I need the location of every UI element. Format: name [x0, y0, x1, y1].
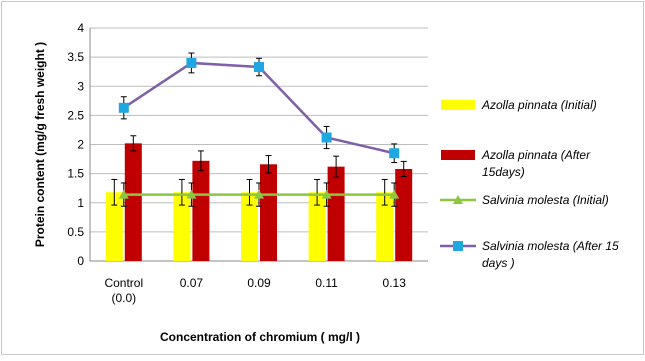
x-tick-label: 0.07 — [180, 276, 204, 290]
bar-azolla-initial — [173, 192, 191, 261]
bar-azolla-after — [260, 164, 277, 261]
bar-azolla-after — [395, 168, 413, 261]
marker-salvinia-initial — [118, 189, 129, 199]
y-tick-label: 1 — [77, 196, 84, 210]
error-bar-azolla-after — [197, 150, 204, 172]
bar-azolla-initial — [308, 192, 326, 261]
y-tick-label: 0 — [77, 254, 84, 268]
chart-border — [1, 1, 644, 355]
legend-label-azolla-initial: Azolla pinnata (Initial) — [481, 98, 597, 112]
x-axis-title: Concentration of chromium ( mg/l ) — [160, 330, 360, 344]
marker-salvinia-initial — [389, 189, 400, 199]
legend-marker-salvinia-initial — [453, 195, 463, 204]
error-bar-azolla-initial — [381, 178, 388, 206]
x-tick-label: 0.11 — [315, 276, 338, 290]
marker-salvinia-after — [186, 57, 197, 68]
error-bar-azolla-initial — [246, 178, 253, 206]
y-tick-label: 4 — [77, 21, 84, 35]
bar-azolla-initial — [241, 192, 258, 261]
bar-azolla-after — [124, 143, 142, 261]
error-bar-azolla-after — [400, 160, 407, 178]
legend-swatch-azolla-initial — [441, 100, 475, 110]
y-tick-label: 2 — [77, 138, 84, 152]
marker-salvinia-initial — [186, 189, 197, 199]
error-bar-azolla-initial — [178, 178, 185, 206]
legend-swatch-azolla-after — [441, 150, 475, 160]
bar-azolla-initial — [376, 192, 394, 261]
marker-salvinia-after — [389, 148, 400, 159]
bar-azolla-after — [327, 166, 345, 261]
y-tick-label: 2.5 — [67, 108, 84, 122]
marker-salvinia-after — [254, 62, 264, 73]
y-tick-label: 1.5 — [67, 167, 84, 181]
error-bar-azolla-after — [333, 155, 340, 178]
error-bar-azolla-initial — [111, 178, 118, 206]
marker-salvinia-initial — [254, 189, 264, 199]
y-tick-label: 3 — [77, 79, 84, 93]
legend-label-azolla-after: Azolla pinnata (After 15days) — [481, 148, 591, 179]
marker-salvinia-initial — [321, 189, 332, 199]
legend-label-salvinia-initial: Salvinia molesta (Initial) — [482, 193, 609, 207]
y-tick-label: 3.5 — [67, 50, 84, 64]
error-bar-azolla-after — [265, 155, 272, 174]
x-tick-label: 0.09 — [247, 276, 271, 290]
y-axis-title: Protein content (mg/g fresh weight ) — [33, 42, 47, 247]
bar-azolla-after — [192, 160, 210, 261]
y-tick-label: 0.5 — [67, 225, 84, 239]
x-tick-label: 0.13 — [383, 276, 407, 290]
x-tick-label: Control (0.0) — [104, 276, 143, 305]
error-bar-azolla-after — [130, 135, 137, 152]
error-bar-azolla-initial — [314, 178, 321, 206]
marker-salvinia-after — [118, 102, 129, 113]
legend-label-salvinia-after: Salvinia molesta (After 15 days ) — [482, 239, 619, 270]
bar-azolla-initial — [105, 192, 123, 261]
marker-salvinia-after — [321, 132, 332, 143]
legend-marker-salvinia-after — [453, 241, 463, 251]
